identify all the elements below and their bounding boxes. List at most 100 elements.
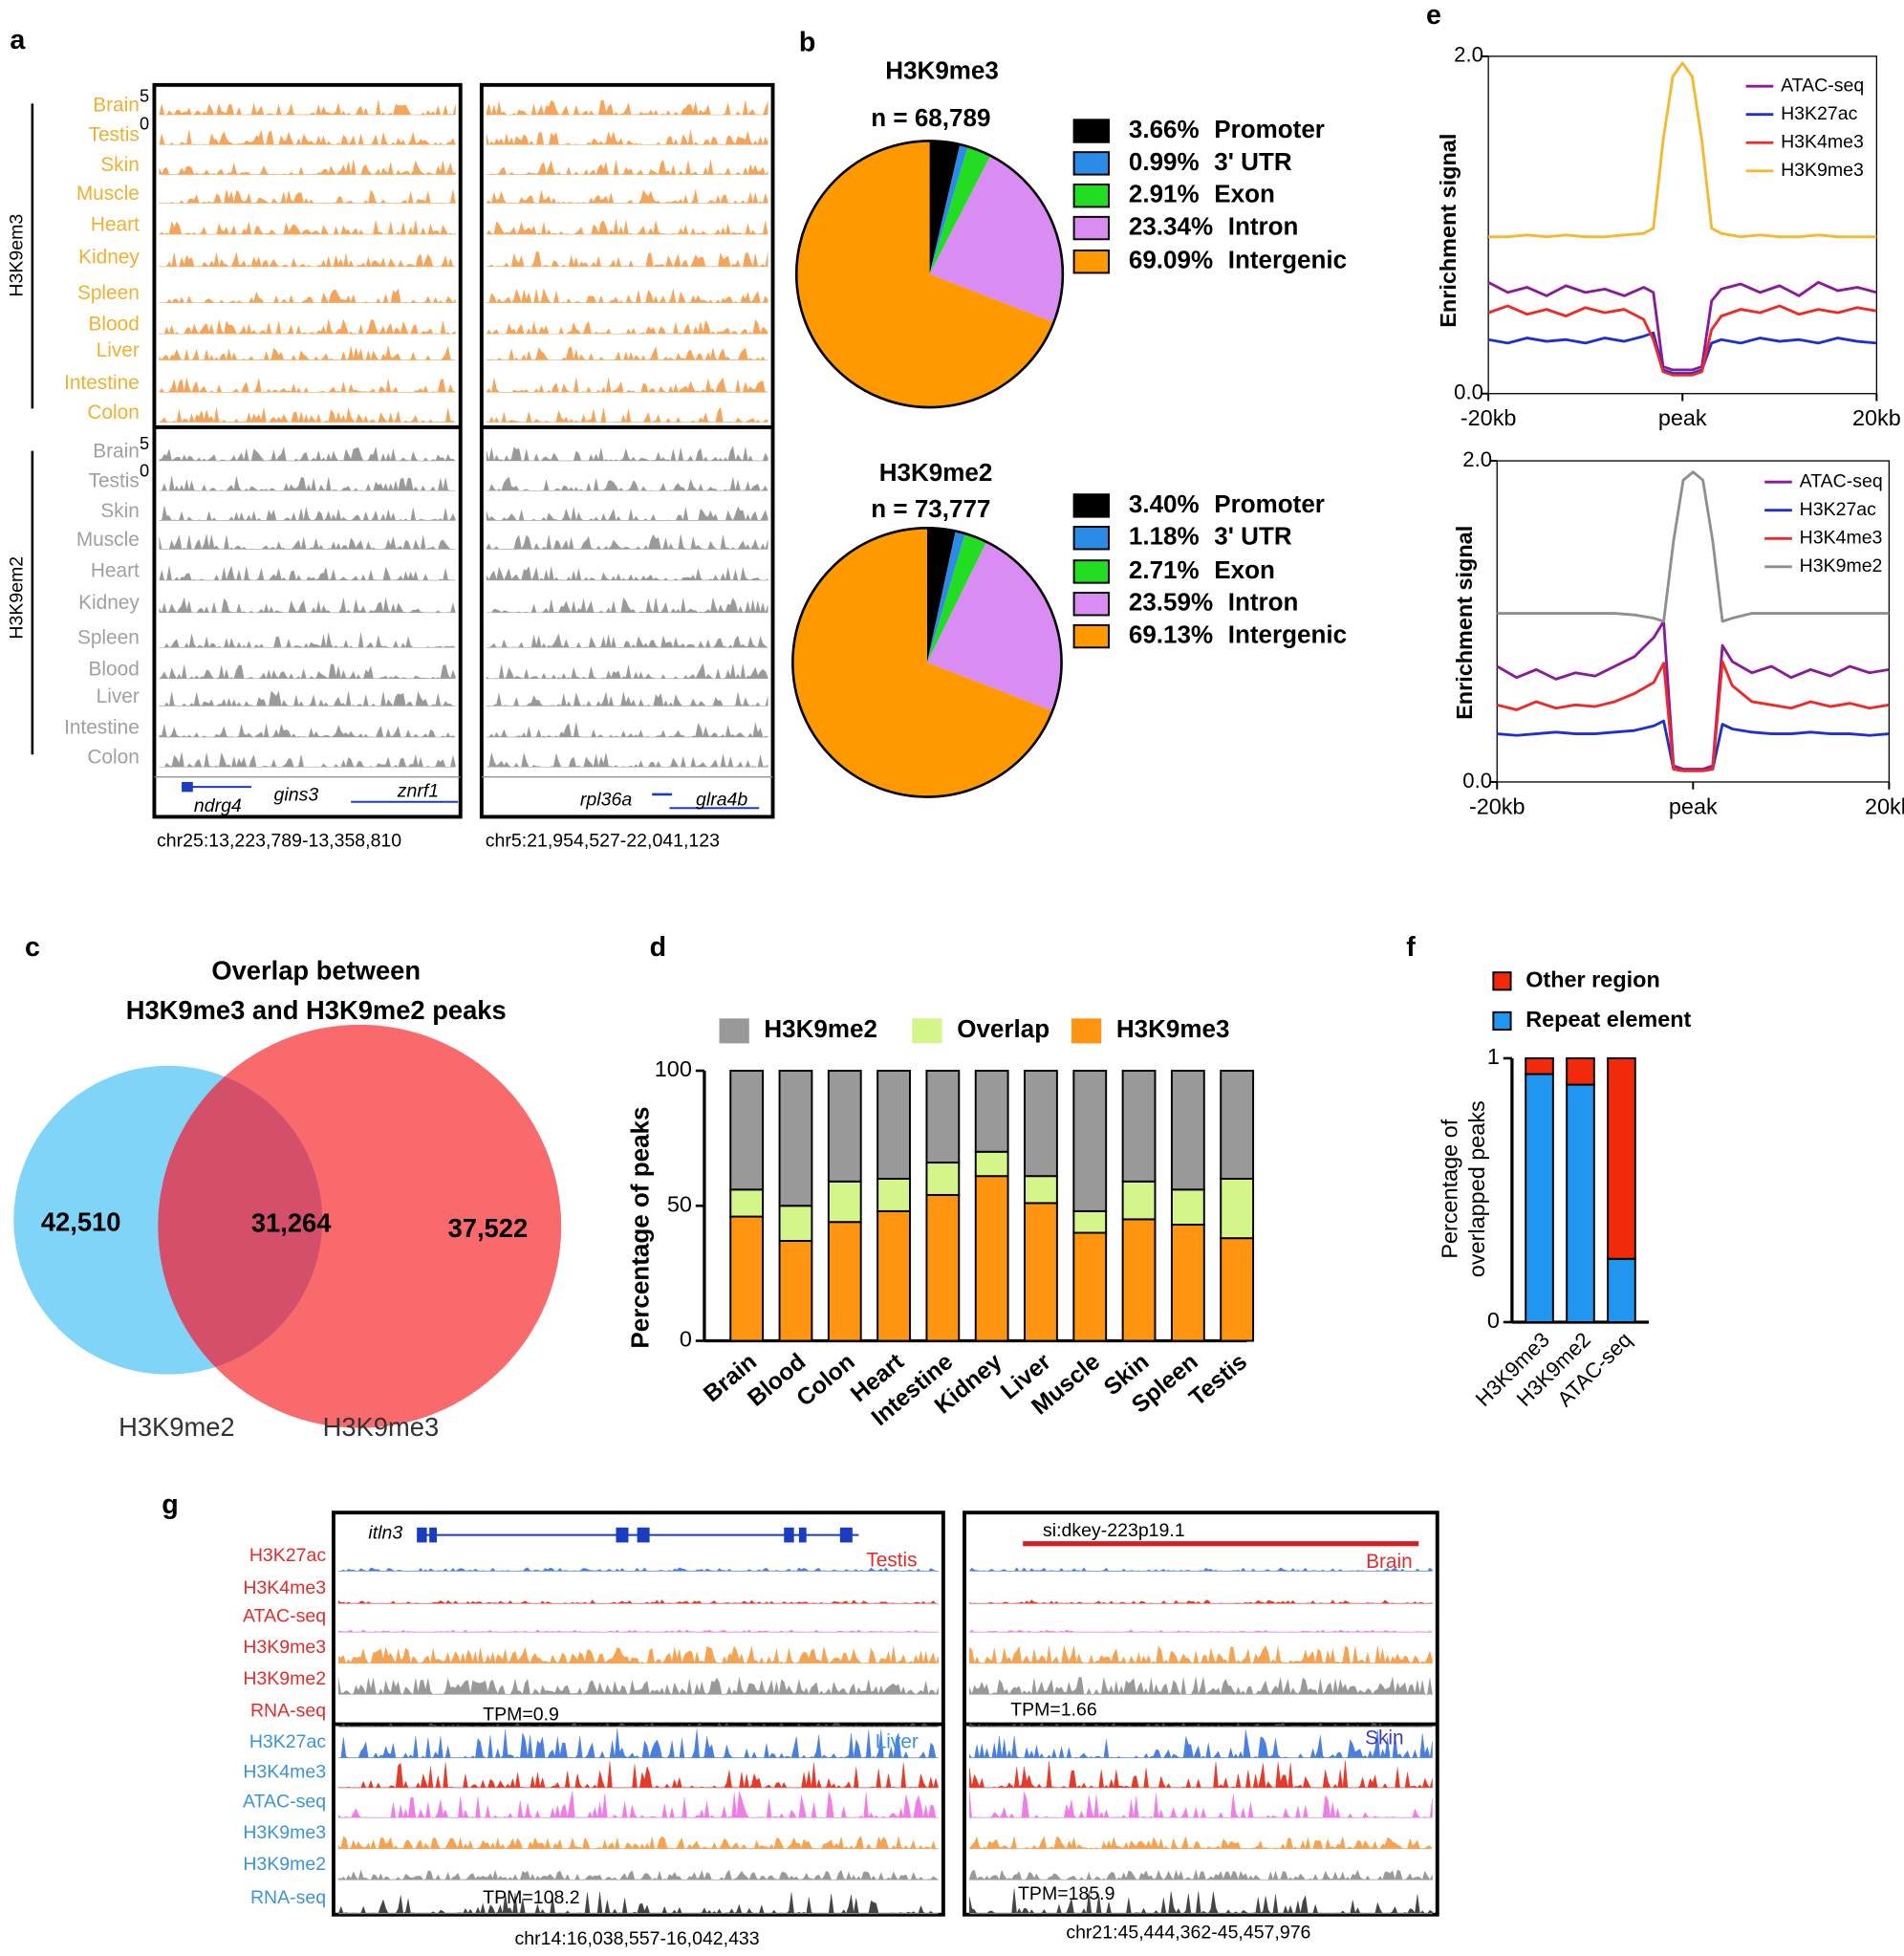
legend-label: H3K27ac	[1781, 103, 1858, 124]
tissue-label: Muscle	[76, 183, 140, 205]
track-label: ATAC-seq	[243, 1606, 326, 1627]
y-tick-label: 0	[680, 1327, 692, 1352]
legend-swatch	[1492, 971, 1512, 991]
legend-label: Other region	[1525, 967, 1660, 991]
signal-track	[486, 377, 768, 394]
y-tick-label: 2.0	[1454, 43, 1483, 67]
signal-track	[338, 1728, 939, 1759]
signal-track	[159, 251, 456, 268]
bar-segment	[925, 1193, 961, 1342]
legend-label: Exon	[1214, 555, 1275, 584]
chart-title: H3K9me2	[879, 458, 993, 487]
signal-track	[337, 1836, 939, 1850]
track-label: H3K9me3	[243, 1822, 326, 1843]
signal-track	[486, 663, 768, 680]
gene-model	[1023, 1541, 1419, 1547]
scale-label: 0	[140, 462, 149, 481]
panel-label: d	[650, 932, 667, 963]
bar-segment	[974, 1070, 1009, 1153]
venn-count: 42,510	[41, 1206, 121, 1236]
signal-track	[486, 691, 768, 707]
signal-track	[159, 160, 456, 176]
series-line	[1496, 619, 1890, 771]
bar-segment	[1170, 1188, 1205, 1227]
bar-segment	[778, 1070, 813, 1207]
signal-track	[487, 633, 768, 648]
legend-swatch	[1072, 493, 1111, 518]
track-label: H3K27ac	[249, 1731, 327, 1752]
venn-overlap	[158, 1065, 323, 1375]
y-axis-label: overlapped peaks	[1464, 1100, 1489, 1277]
y-tick-label: 1	[1487, 1044, 1500, 1069]
chart-title: H3K9me3	[885, 56, 999, 85]
y-tick-label: 0.0	[1454, 380, 1483, 404]
y-tick-label: 0.0	[1462, 769, 1492, 793]
tissue-label: Skin	[1365, 1728, 1404, 1750]
tissue-label: Kidney	[78, 246, 140, 268]
legend-label: H3K9me2	[764, 1014, 877, 1043]
track-box	[479, 82, 775, 819]
signal-track	[337, 1869, 940, 1880]
tissue-label: Brain	[93, 94, 140, 116]
tpm-label: TPM=108.2	[483, 1887, 579, 1908]
signal-track	[337, 1598, 939, 1604]
legend-label: 3' UTR	[1214, 147, 1292, 176]
signal-track	[969, 1836, 1433, 1850]
series-line	[1487, 331, 1877, 375]
group-label: H3K9em3	[6, 214, 27, 297]
bar-segment	[1024, 1175, 1058, 1205]
legend-entry: 2.91% Exon	[1129, 180, 1275, 208]
tissue-label: Muscle	[76, 529, 140, 551]
tissue-label: Liver	[97, 685, 140, 707]
bar-segment	[1220, 1237, 1255, 1342]
legend-value: 1.18%	[1129, 522, 1200, 551]
signal-track	[487, 159, 768, 176]
legend-value: 3.66%	[1129, 115, 1200, 143]
bar-segment	[1024, 1202, 1058, 1342]
track-label: H3K4me3	[243, 1577, 326, 1598]
tissue-label: Brain	[1366, 1551, 1413, 1573]
bar-segment	[1121, 1180, 1157, 1221]
legend-swatch	[1072, 151, 1111, 176]
track-label: RNA-seq	[250, 1701, 326, 1722]
legend-value: 2.91%	[1129, 180, 1200, 208]
signal-track	[969, 1721, 1433, 1728]
bar-segment	[1072, 1209, 1108, 1234]
legend-swatch	[1072, 184, 1111, 208]
signal-track	[337, 1677, 939, 1696]
bar-segment	[1121, 1070, 1157, 1183]
exon	[637, 1527, 650, 1543]
panel-label: f	[1406, 932, 1416, 963]
legend-swatch	[1072, 526, 1111, 551]
tpm-label: TPM=185.9	[1018, 1883, 1114, 1904]
bar-segment	[974, 1150, 1009, 1178]
tissue-label: Spleen	[77, 627, 140, 649]
signal-track	[486, 752, 768, 768]
tissue-label: Heart	[91, 213, 140, 235]
tissue-label: Testis	[866, 1549, 917, 1571]
legend-label: H3K4me3	[1800, 527, 1883, 548]
tpm-label: TPM=1.66	[1010, 1699, 1097, 1720]
legend-swatch	[1072, 250, 1111, 274]
y-axis-label: Percentage of peaks	[626, 1107, 655, 1349]
gene-label: ndrg4	[194, 795, 242, 816]
tissue-label: Colon	[87, 402, 139, 424]
legend-value: 0.99%	[1129, 147, 1200, 176]
group-label: H3K9em2	[6, 556, 27, 640]
signal-track	[159, 99, 456, 116]
legend-label: Intron	[1228, 211, 1299, 240]
exon	[784, 1527, 794, 1543]
pie-slice	[792, 528, 1053, 797]
track-label: H3K27ac	[249, 1545, 327, 1566]
legend-label: H3K4me3	[1781, 131, 1864, 152]
signal-track	[159, 378, 456, 393]
bar-segment	[1566, 1057, 1595, 1086]
legend-entry: 69.09% Intergenic	[1129, 246, 1347, 274]
signal-track	[338, 1721, 939, 1728]
tissue-label: Intestine	[64, 372, 140, 394]
signal-track	[968, 1629, 1433, 1633]
y-tick-label: 2.0	[1462, 447, 1492, 471]
legend-swatch	[1492, 1011, 1512, 1032]
legend-label: Promoter	[1214, 489, 1325, 518]
